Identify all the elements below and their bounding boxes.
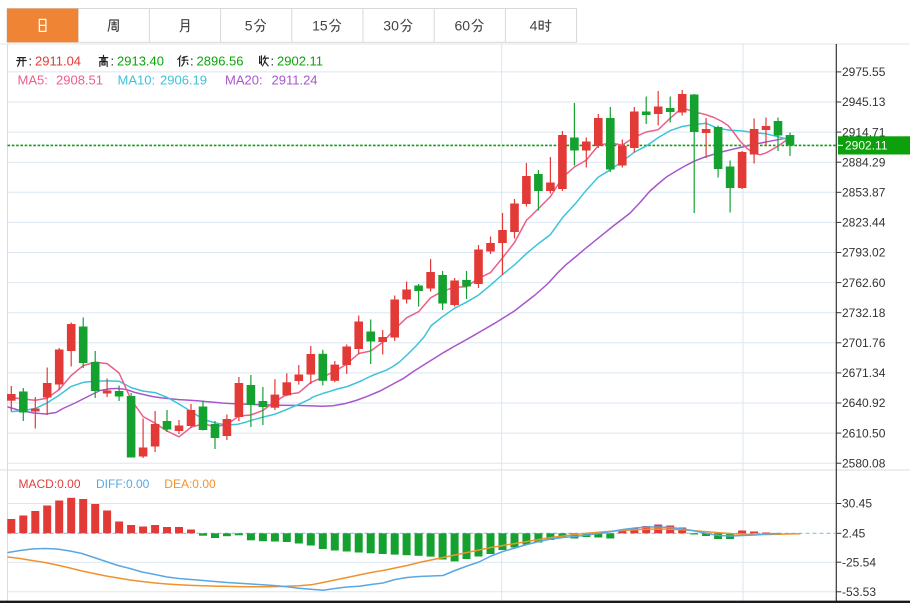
svg-text:2732.18: 2732.18 bbox=[842, 306, 886, 320]
svg-text:2762.60: 2762.60 bbox=[842, 276, 886, 290]
svg-text::: : bbox=[271, 54, 275, 69]
svg-text::: : bbox=[29, 54, 33, 69]
svg-text:2671.34: 2671.34 bbox=[842, 366, 886, 380]
svg-text:-53.53: -53.53 bbox=[842, 585, 876, 599]
svg-text:15: 15 bbox=[312, 17, 328, 33]
svg-text:DIFF:0.00: DIFF:0.00 bbox=[96, 477, 150, 491]
svg-text:2902.11: 2902.11 bbox=[845, 139, 888, 153]
svg-text:30: 30 bbox=[383, 17, 399, 33]
svg-text:2902.11: 2902.11 bbox=[277, 54, 323, 69]
svg-text:2911.24: 2911.24 bbox=[272, 73, 318, 88]
svg-text::: : bbox=[190, 54, 194, 69]
svg-text:MA10:: MA10: bbox=[118, 73, 156, 88]
svg-text:4: 4 bbox=[530, 17, 538, 33]
svg-text:2610.50: 2610.50 bbox=[842, 426, 886, 440]
svg-text:2896.56: 2896.56 bbox=[197, 54, 244, 69]
svg-text:2911.04: 2911.04 bbox=[35, 54, 81, 69]
svg-text:2701.76: 2701.76 bbox=[842, 336, 886, 350]
svg-text:60: 60 bbox=[455, 17, 471, 33]
svg-text:30.45: 30.45 bbox=[842, 497, 872, 511]
svg-text:2906.19: 2906.19 bbox=[160, 73, 207, 88]
svg-text:2908.51: 2908.51 bbox=[56, 73, 103, 88]
svg-text:2945.13: 2945.13 bbox=[842, 95, 886, 109]
svg-text:2.45: 2.45 bbox=[842, 527, 866, 541]
svg-text:2823.44: 2823.44 bbox=[842, 216, 886, 230]
svg-text:2853.87: 2853.87 bbox=[842, 186, 886, 200]
svg-text:5: 5 bbox=[245, 17, 253, 33]
svg-text:MA5:: MA5: bbox=[18, 73, 48, 88]
svg-text::: : bbox=[111, 54, 115, 69]
svg-text:2914.71: 2914.71 bbox=[842, 125, 886, 139]
svg-text:2793.02: 2793.02 bbox=[842, 246, 886, 260]
svg-text:MA20:: MA20: bbox=[225, 73, 263, 88]
svg-text:2975.55: 2975.55 bbox=[842, 65, 886, 79]
svg-text:MACD:0.00: MACD:0.00 bbox=[19, 477, 81, 491]
svg-text:DEA:0.00: DEA:0.00 bbox=[164, 477, 216, 491]
svg-text:2640.92: 2640.92 bbox=[842, 396, 886, 410]
svg-text:2580.08: 2580.08 bbox=[842, 456, 886, 470]
svg-text:2884.29: 2884.29 bbox=[842, 155, 886, 169]
svg-text:2913.40: 2913.40 bbox=[117, 54, 164, 69]
svg-text:-25.54: -25.54 bbox=[842, 555, 876, 569]
